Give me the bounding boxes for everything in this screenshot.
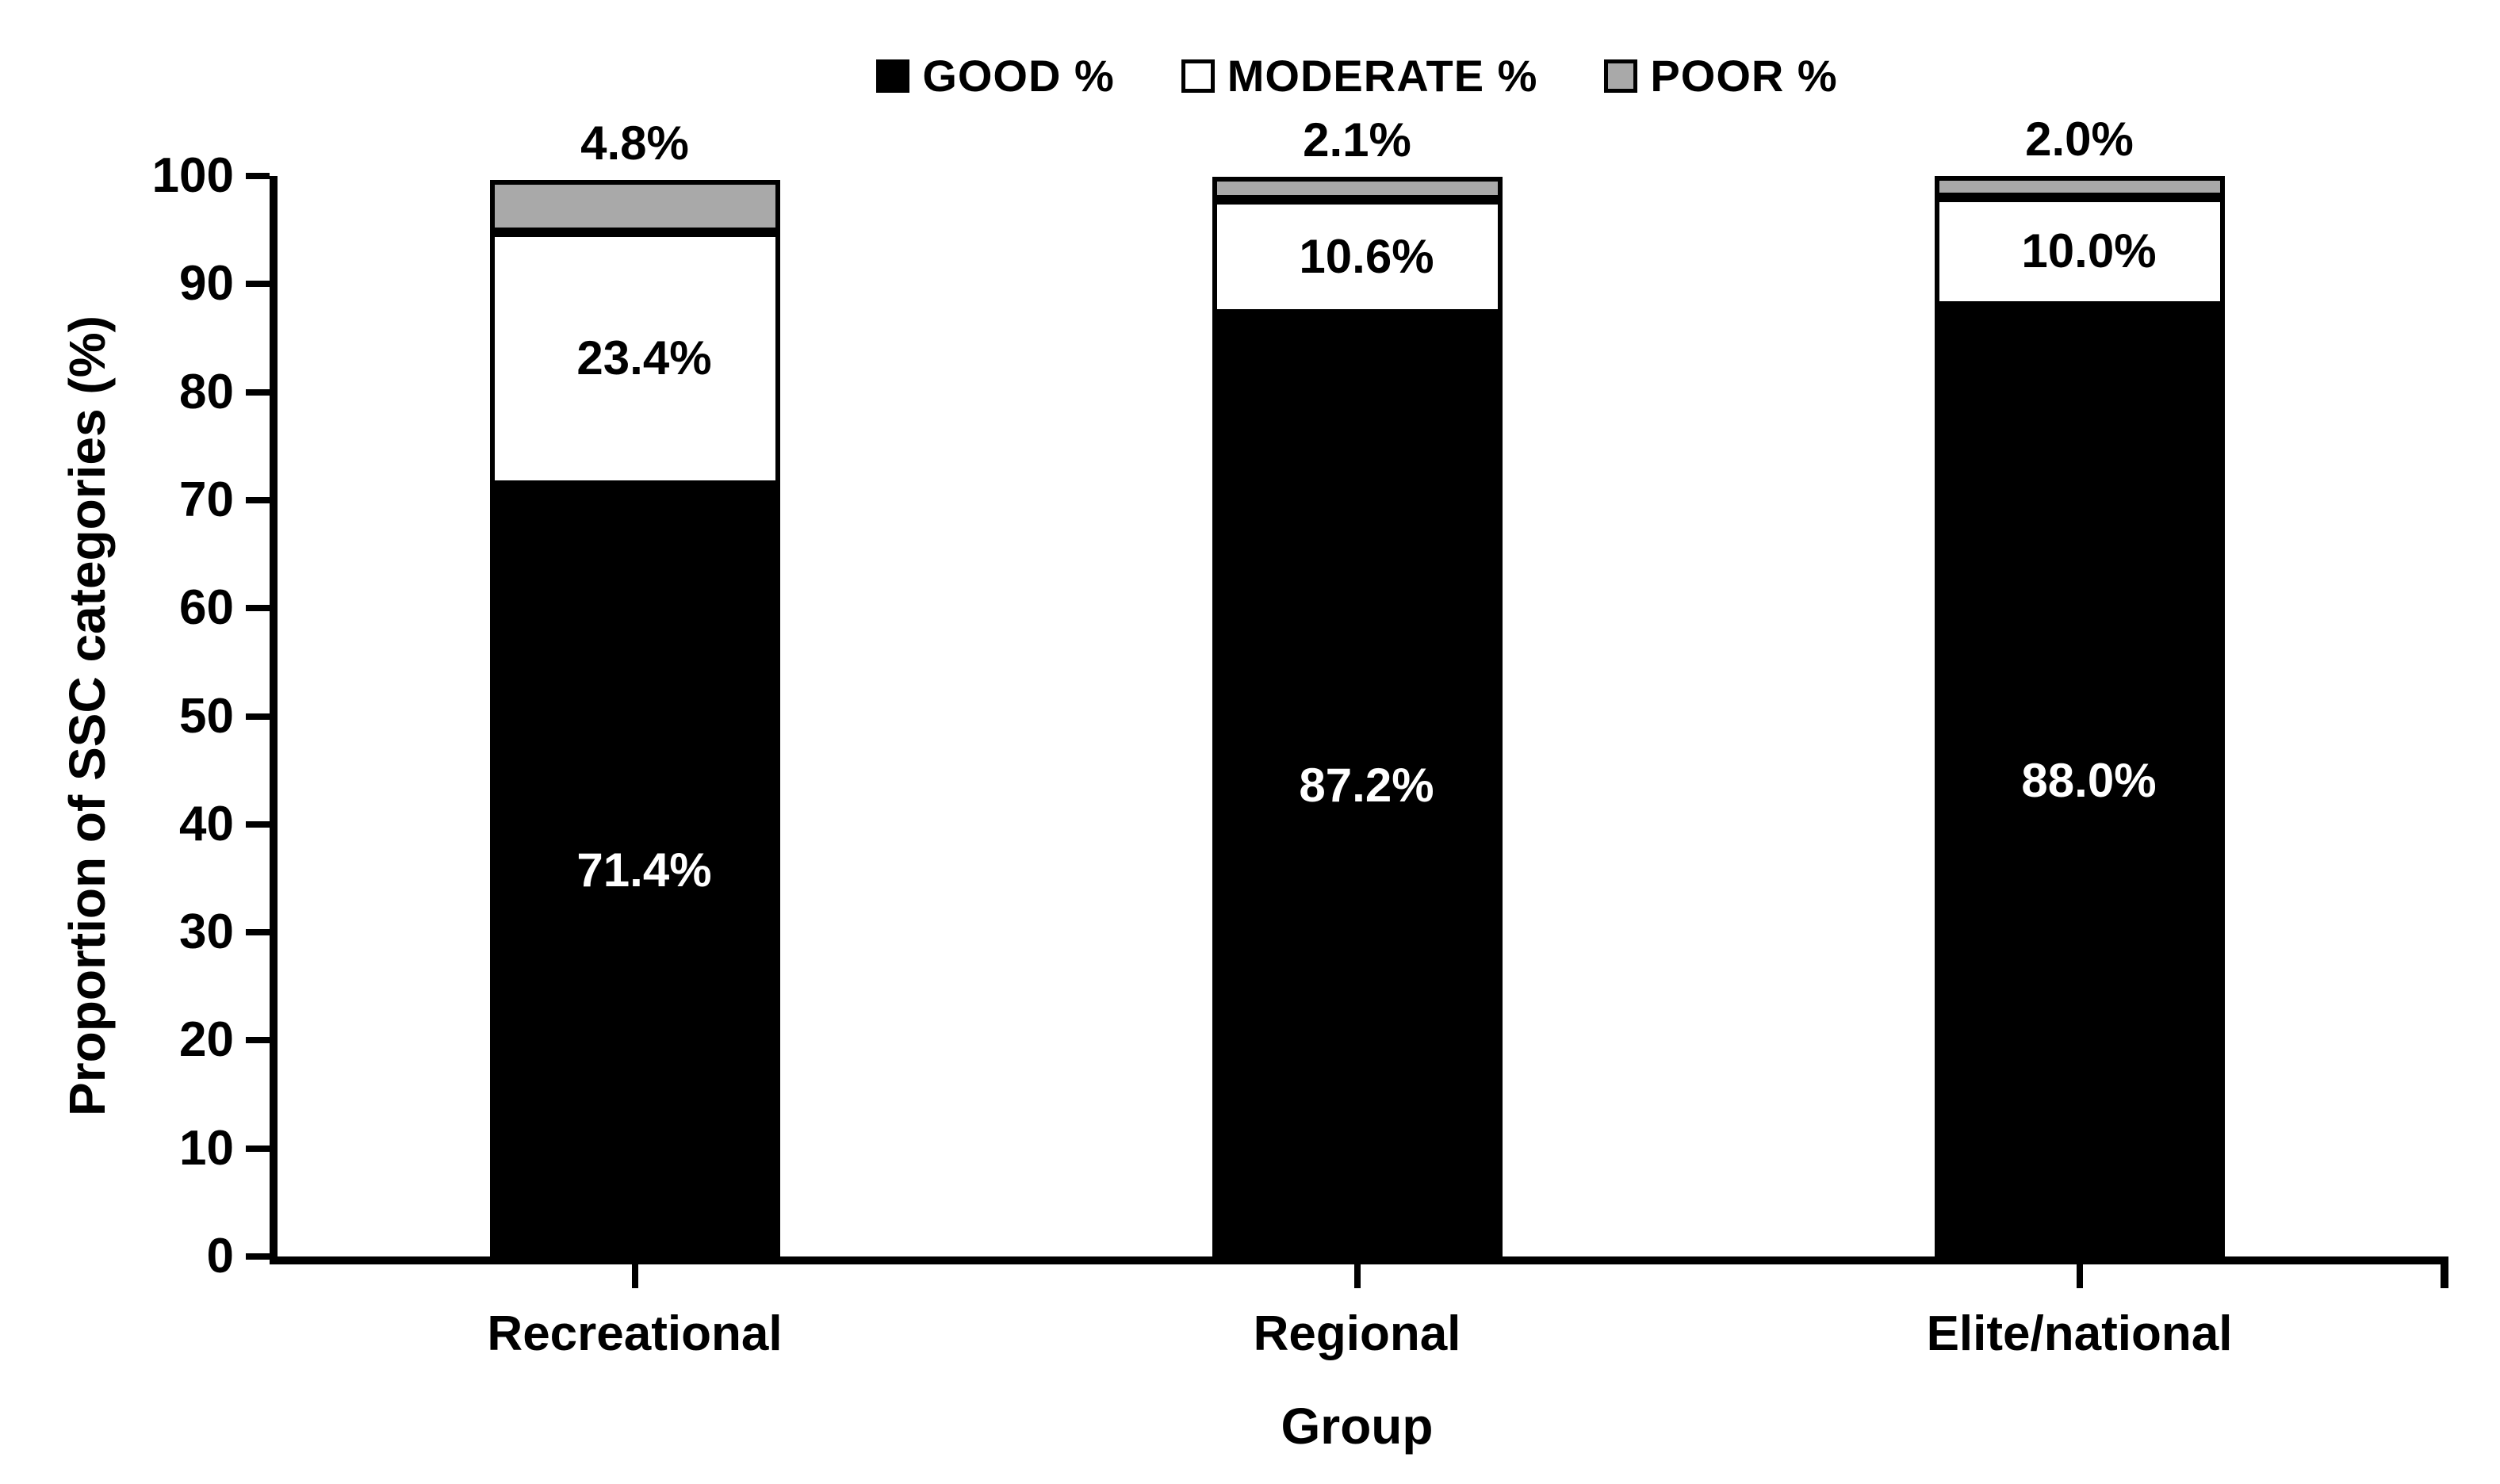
y-axis-tick [246, 713, 270, 720]
y-axis-tick [246, 605, 270, 612]
x-axis-tick [631, 1264, 638, 1288]
y-tick-label: 100 [151, 148, 234, 203]
legend-label: POOR % [1650, 51, 1838, 101]
legend-item-moderate: MODERATE % [1181, 54, 1538, 98]
legend-item-poor: POOR % [1604, 54, 1837, 98]
y-axis-line [270, 176, 278, 1260]
legend-item-good: GOOD % [876, 54, 1114, 98]
category-label-regional: Regional [1253, 1306, 1461, 1361]
segment-moderate-elite-national: 10.0% [1934, 197, 2225, 306]
segment-poor-regional [1212, 177, 1503, 200]
y-tick-label: 50 [179, 688, 234, 744]
data-label-poor: 4.8% [580, 117, 689, 170]
data-label-poor: 2.0% [2025, 113, 2134, 166]
y-tick-label: 70 [179, 472, 234, 527]
y-tick-label: 40 [179, 796, 234, 851]
segment-good-elite-national: 88.0% [1934, 305, 2225, 1256]
legend-label: MODERATE % [1227, 51, 1538, 101]
segment-poor-elite-national [1934, 176, 2225, 198]
legend-swatch-poor [1604, 59, 1638, 93]
category-label-recreational: Recreational [487, 1306, 783, 1361]
y-tick-label: 10 [179, 1120, 234, 1176]
y-axis-tick [246, 388, 270, 396]
y-axis-tick [246, 1253, 270, 1260]
data-label-good: 88.0% [2021, 754, 2157, 808]
x-axis-end-tick [2441, 1256, 2448, 1288]
y-axis-tick [246, 1037, 270, 1044]
segment-good-regional: 87.2% [1212, 314, 1503, 1256]
y-axis-tick [246, 929, 270, 936]
data-label-moderate: 10.0% [2021, 224, 2157, 278]
legend: GOOD % MODERATE % POOR % [274, 54, 2441, 98]
bar-slot-recreational: 71.4% 23.4% 4.8% [274, 120, 996, 1256]
bar-recreational: 71.4% 23.4% 4.8% [489, 120, 780, 1256]
data-label-poor: 2.1% [1303, 113, 1411, 167]
y-axis-tick [246, 281, 270, 288]
y-tick-label: 90 [179, 256, 234, 312]
y-tick-label: 0 [206, 1229, 234, 1283]
x-axis-tick [2076, 1264, 2083, 1288]
y-tick-label: 80 [179, 364, 234, 419]
legend-label: GOOD % [922, 51, 1115, 101]
y-axis-tick [246, 173, 270, 179]
category-label-elite-national: Elite/national [1926, 1306, 2233, 1361]
bar-slot-elite-national: 88.0% 10.0% 2.0% [1718, 116, 2441, 1256]
y-axis-tick [246, 1145, 270, 1152]
y-tick-label: 30 [179, 905, 234, 960]
bar-slot-regional: 87.2% 10.6% 2.1% [996, 117, 1718, 1256]
segment-poor-recreational [489, 180, 780, 232]
segment-good-recreational: 71.4% [489, 484, 780, 1256]
segment-moderate-regional: 10.6% [1212, 200, 1503, 315]
data-label-moderate: 10.6% [1299, 230, 1434, 284]
y-tick-label: 60 [179, 580, 234, 636]
data-label-good: 71.4% [576, 843, 712, 897]
y-tick-label: 20 [179, 1012, 234, 1068]
x-axis-tick [1353, 1264, 1361, 1288]
legend-swatch-good [876, 59, 910, 93]
y-axis-tick [246, 496, 270, 503]
legend-swatch-moderate [1181, 59, 1215, 93]
segment-moderate-recreational: 23.4% [489, 231, 780, 485]
x-axis-title: Group [1281, 1398, 1434, 1455]
plot-area: 0 10 20 30 40 50 60 70 80 90 100 71.4% 23.4% 4.8% 87.2… [152, 116, 2448, 1288]
data-label-good: 87.2% [1299, 758, 1434, 812]
y-axis-tick [246, 820, 270, 828]
bar-regional: 87.2% 10.6% 2.1% [1212, 117, 1503, 1256]
x-axis-line [270, 1256, 2448, 1264]
data-label-moderate: 23.4% [576, 331, 712, 385]
bar-elite-national: 88.0% 10.0% 2.0% [1934, 116, 2225, 1256]
